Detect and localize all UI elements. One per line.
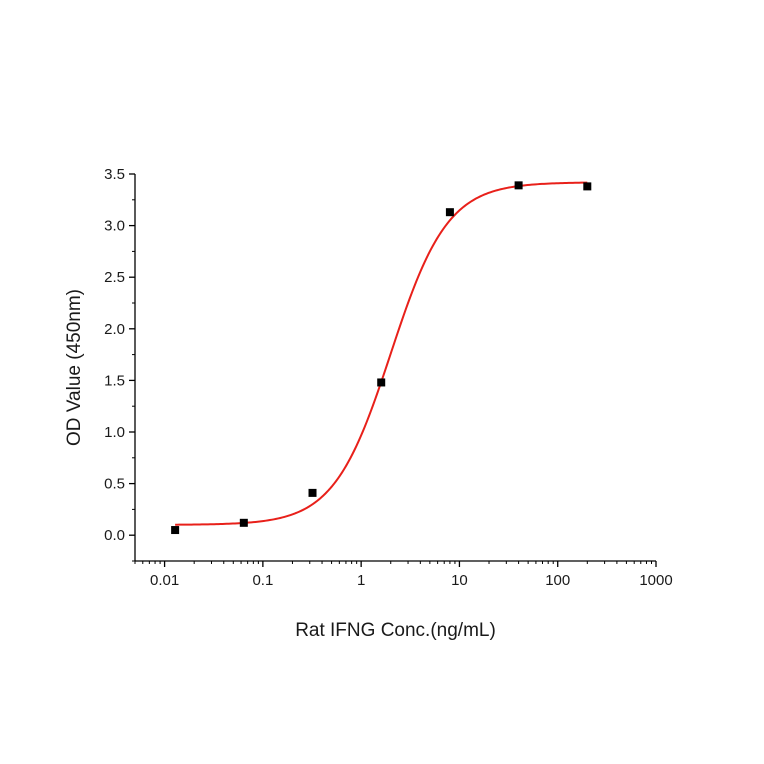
- data-point: [239, 518, 248, 527]
- data-point: [445, 208, 454, 217]
- x-tick-label: 1: [357, 572, 365, 589]
- x-tick-label: 100: [545, 572, 570, 589]
- data-point: [514, 181, 523, 190]
- y-tick-label: 1.5: [104, 372, 125, 389]
- data-points: [171, 181, 592, 535]
- data-point: [583, 182, 592, 191]
- y-tick-label: 3.5: [104, 166, 125, 183]
- y-tick-label: 2.5: [104, 269, 125, 286]
- y-axis-ticks: 0.0 0.5 1.0 1.5 2.0 2.5 3.0 3.5: [104, 166, 135, 562]
- fit-curves: [175, 181, 588, 526]
- x-tick-label: 0.1: [252, 572, 273, 589]
- y-tick-label: 0.5: [104, 476, 125, 493]
- y-tick-label: 3.0: [104, 218, 125, 235]
- y-tick-label: 1.0: [104, 424, 125, 441]
- data-point: [171, 526, 180, 535]
- y-tick-label: 2.0: [104, 321, 125, 338]
- x-tick-label: 1000: [639, 572, 672, 589]
- x-axis-ticks: 0.01 0.1 1 10 100 1000: [134, 561, 673, 589]
- data-point: [377, 378, 386, 387]
- x-tick-label: 10: [451, 572, 468, 589]
- x-axis-label: Rat IFNG Conc.(ng/mL): [295, 620, 496, 641]
- x-tick-label: 0.01: [150, 572, 179, 589]
- axes: [134, 174, 656, 562]
- y-tick-label: 0.0: [104, 527, 125, 544]
- data-point: [308, 488, 317, 497]
- y-axis-label: OD Value (450nm): [64, 289, 85, 446]
- fit-curve-line: [175, 181, 588, 526]
